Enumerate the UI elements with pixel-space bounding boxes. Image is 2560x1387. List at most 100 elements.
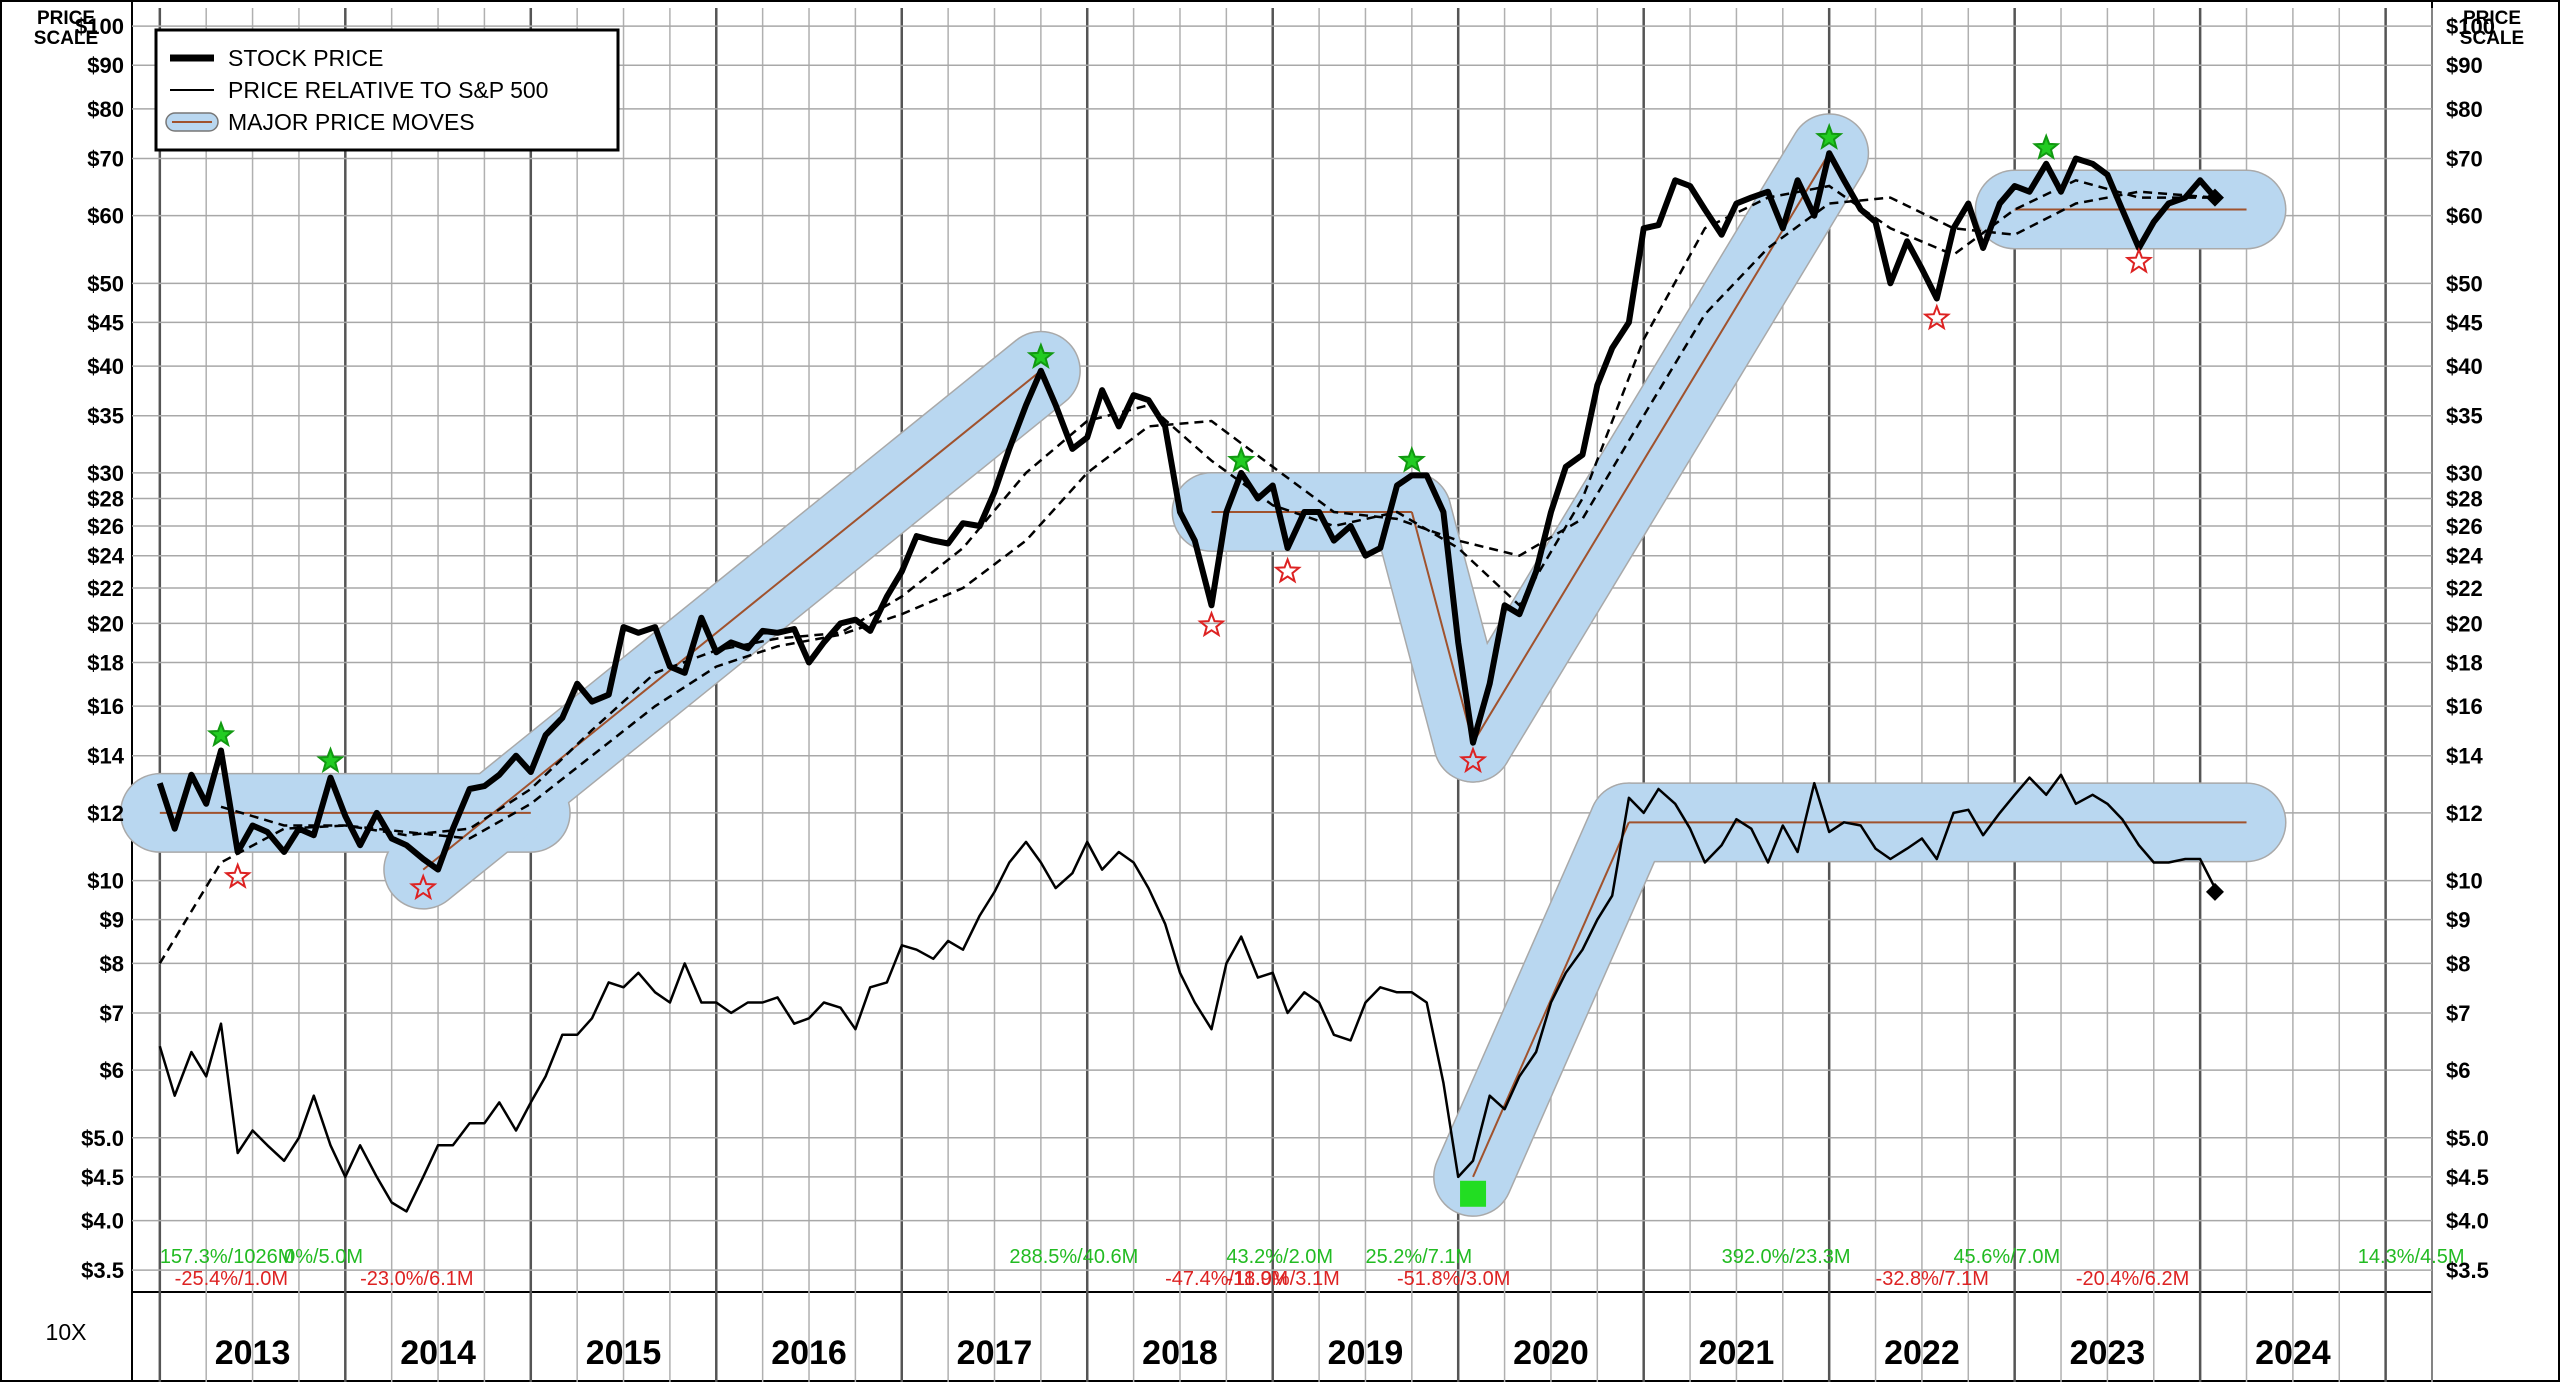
y-tick-label-left: $24: [87, 544, 124, 569]
y-tick-label-left: $45: [87, 310, 124, 335]
price-scale-label-line: PRICE: [2463, 8, 2521, 29]
low-star-marker: [223, 862, 252, 889]
y-tick-label-right: $14: [2446, 744, 2483, 769]
y-tick-label-left: $26: [87, 514, 124, 539]
low-star-marker: [1458, 746, 1488, 774]
y-tick-label-left: $12: [87, 801, 124, 826]
year-label: 2024: [2255, 1334, 2331, 1372]
y-tick-label-right: $100: [2446, 14, 2495, 39]
down-move-annotation: -20.4%/6.2M: [2076, 1268, 2189, 1290]
y-tick-label-right: $4.5: [2446, 1165, 2489, 1190]
relative-to-sp500-line: [158, 773, 2217, 1213]
y-tick-label-right: $8: [2446, 951, 2470, 976]
low-star-marker: [1922, 303, 1951, 331]
legend-label: MAJOR PRICE MOVES: [228, 109, 475, 135]
y-tick-label-left: $16: [87, 694, 124, 719]
y-tick-label-right: $3.5: [2446, 1258, 2489, 1283]
stock-price-line: [156, 150, 2218, 873]
down-move-annotation: -32.8%/7.1M: [1876, 1268, 1989, 1290]
end-diamond-marker: [2205, 188, 2224, 207]
y-tick-label-right: $50: [2446, 271, 2483, 296]
up-move-annotation: 288.5%/40.6M: [1009, 1246, 1138, 1268]
up-move-annotation: 25.2%/7.1M: [1365, 1246, 1472, 1268]
down-move-annotation: -23.0%/6.1M: [360, 1268, 473, 1290]
year-label: 2013: [215, 1334, 291, 1372]
price-scale-label-left: PRICE SCALE: [34, 8, 98, 49]
y-tick-label-right: $35: [2446, 404, 2483, 429]
x-scale-label: 10X: [46, 1319, 87, 1345]
high-star-marker: [2032, 133, 2061, 160]
y-tick-label-right: $28: [2446, 486, 2483, 511]
price-scale-label-line: SCALE: [34, 28, 98, 49]
legend: STOCK PRICE PRICE RELATIVE TO S&P 500 MAJO…: [154, 28, 620, 152]
y-tick-label-left: $8: [100, 951, 124, 976]
axis-labels-layer: $100 $100 $90 $90 $80 $80 $70 $70 $60 $60 $50 $50 $4…: [34, 8, 2524, 1372]
series-layer: [156, 150, 2218, 1213]
y-tick-label-left: $4.0: [81, 1209, 124, 1234]
y-tick-label-left: $5.0: [81, 1126, 124, 1151]
y-tick-label-left: $50: [87, 271, 124, 296]
year-label: 2018: [1142, 1334, 1218, 1372]
end-diamond-marker: [2205, 882, 2224, 901]
markers-layer: [206, 122, 2224, 1207]
y-tick-label-left: $7: [100, 1001, 124, 1026]
price-scale-label-right: PRICE SCALE: [2460, 8, 2524, 49]
y-tick-label-left: $6: [100, 1058, 124, 1083]
year-label: 2023: [2070, 1334, 2146, 1372]
y-tick-label-left: $100: [75, 14, 124, 39]
y-tick-label-left: $22: [87, 576, 124, 601]
year-label: 2015: [586, 1334, 662, 1372]
y-tick-label-right: $18: [2446, 650, 2483, 675]
y-tick-label-right: $7: [2446, 1001, 2470, 1026]
major-move-trendline: [1472, 821, 1630, 1178]
y-tick-label-right: $80: [2446, 97, 2483, 122]
down-move-annotation: -18.0%/3.1M: [1226, 1268, 1339, 1290]
y-tick-label-left: $14: [87, 744, 124, 769]
up-move-annotation: 157.3%/1026M: [160, 1246, 295, 1268]
y-tick-label-right: $70: [2446, 146, 2483, 171]
year-label: 2016: [771, 1334, 847, 1372]
y-tick-label-left: $40: [87, 354, 124, 379]
y-tick-label-left: $35: [87, 404, 124, 429]
y-tick-label-right: $60: [2446, 204, 2483, 229]
y-tick-label-right: $10: [2446, 869, 2483, 894]
up-move-annotation: 392.0%/23.3M: [1722, 1246, 1851, 1268]
y-tick-label-left: $70: [87, 146, 124, 171]
y-tick-label-right: $5.0: [2446, 1126, 2489, 1151]
y-tick-label-right: $9: [2446, 908, 2470, 933]
price-scale-label-line: PRICE: [37, 8, 95, 29]
y-tick-label-right: $20: [2446, 611, 2483, 636]
high-star-marker: [1815, 122, 1844, 150]
y-tick-label-right: $6: [2446, 1058, 2470, 1083]
high-star-marker: [316, 746, 345, 774]
y-tick-label-right: $24: [2446, 544, 2483, 569]
y-tick-label-left: $28: [87, 486, 124, 511]
y-tick-label-left: $4.5: [81, 1165, 124, 1190]
down-move-annotation: -25.4%/1.0M: [175, 1268, 288, 1290]
legend-box: [154, 28, 620, 152]
up-move-annotation: 45.6%/7.0M: [1953, 1246, 2060, 1268]
low-star-marker: [1197, 610, 1226, 638]
year-label: 2021: [1699, 1334, 1775, 1372]
y-tick-label-left: $18: [87, 650, 124, 675]
y-tick-label-left: $80: [87, 97, 124, 122]
year-label: 2019: [1328, 1334, 1404, 1372]
up-move-annotation: 43.2%/2.0M: [1226, 1246, 1333, 1268]
y-tick-label-right: $45: [2446, 310, 2483, 335]
high-star-marker: [1397, 445, 1427, 473]
start-square-marker: [1460, 1180, 1487, 1207]
long-moving-average-line: [158, 190, 2216, 965]
y-tick-label-left: $20: [87, 611, 124, 636]
low-star-marker: [2124, 246, 2153, 274]
y-tick-label-left: $30: [87, 461, 124, 486]
year-label: 2017: [957, 1334, 1033, 1372]
y-tick-label-right: $16: [2446, 694, 2483, 719]
short-moving-average-line: [220, 178, 2215, 837]
legend-label: STOCK PRICE: [228, 45, 384, 71]
y-tick-label-left: $60: [87, 204, 124, 229]
y-tick-label-right: $40: [2446, 354, 2483, 379]
legend-label: PRICE RELATIVE TO S&P 500: [228, 77, 548, 103]
